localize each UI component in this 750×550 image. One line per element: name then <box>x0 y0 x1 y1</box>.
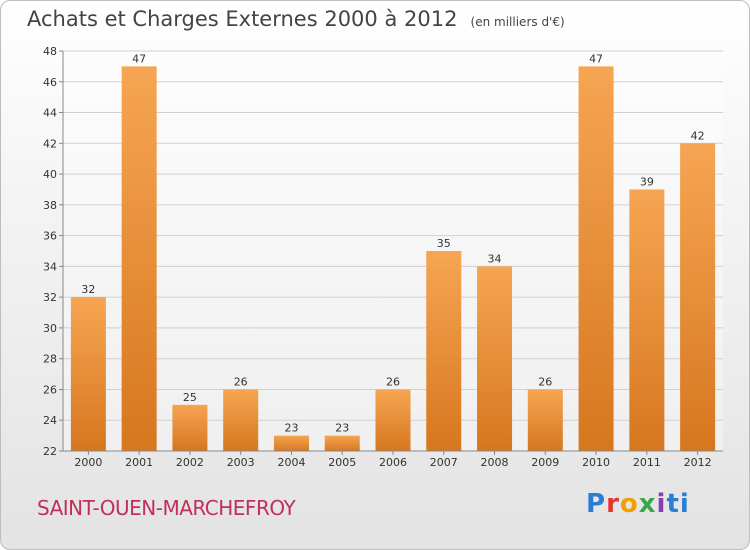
x-tick-label: 2010 <box>582 456 610 469</box>
bar <box>223 389 259 451</box>
y-tick-label: 42 <box>43 137 57 150</box>
data-label: 47 <box>132 52 146 65</box>
data-label: 26 <box>234 375 248 388</box>
bar <box>273 435 309 451</box>
y-tick-label: 24 <box>43 414 57 427</box>
data-label: 23 <box>335 422 349 435</box>
data-label: 25 <box>183 391 197 404</box>
y-tick-label: 46 <box>43 76 57 89</box>
x-tick-label: 2008 <box>481 456 509 469</box>
data-label: 32 <box>81 283 95 296</box>
y-tick-label: 48 <box>43 45 57 58</box>
data-label: 39 <box>640 175 654 188</box>
logo-letter: o <box>619 489 639 519</box>
bar <box>324 435 360 451</box>
data-label: 23 <box>284 422 298 435</box>
x-tick-label: 2012 <box>684 456 712 469</box>
data-label: 47 <box>589 52 603 65</box>
commune-name: SAINT-OUEN-MARCHEFROY <box>37 496 296 520</box>
x-tick-label: 2006 <box>379 456 407 469</box>
x-tick-label: 2001 <box>125 456 153 469</box>
y-tick-label: 32 <box>43 291 57 304</box>
bar <box>629 189 665 451</box>
bar <box>70 297 106 451</box>
chart-unit: (en milliers d'€) <box>470 15 565 29</box>
x-tick-label: 2007 <box>430 456 458 469</box>
bar <box>578 66 614 451</box>
chart-title: Achats et Charges Externes 2000 à 2012 (… <box>27 7 565 31</box>
x-tick-label: 2011 <box>633 456 661 469</box>
y-tick-label: 40 <box>43 168 57 181</box>
logo-letter: ti <box>666 489 690 519</box>
logo-letter: r <box>606 489 620 519</box>
logo-letter: P <box>586 489 607 519</box>
proxiti-logo: Proxiti <box>586 489 690 519</box>
data-label: 35 <box>437 237 451 250</box>
bar <box>477 266 513 451</box>
bar <box>172 404 208 451</box>
y-tick-label: 34 <box>43 260 57 273</box>
x-tick-label: 2009 <box>531 456 559 469</box>
data-label: 26 <box>538 375 552 388</box>
bar <box>680 143 716 452</box>
x-tick-label: 2004 <box>277 456 305 469</box>
y-tick-label: 36 <box>43 230 57 243</box>
logo-letter: i <box>656 489 667 519</box>
bar <box>121 66 157 451</box>
bar <box>527 389 563 451</box>
logo-letter: x <box>638 489 657 519</box>
bar <box>426 251 462 451</box>
x-tick-label: 2003 <box>227 456 255 469</box>
y-tick-label: 22 <box>43 445 57 458</box>
data-label: 34 <box>488 252 502 265</box>
bar <box>375 389 411 451</box>
x-tick-label: 2000 <box>74 456 102 469</box>
x-tick-label: 2005 <box>328 456 356 469</box>
data-label: 26 <box>386 375 400 388</box>
chart-title-text: Achats et Charges Externes 2000 à 2012 <box>27 7 458 31</box>
y-tick-label: 30 <box>43 322 57 335</box>
data-label: 42 <box>691 129 705 142</box>
y-tick-label: 26 <box>43 383 57 396</box>
y-tick-label: 28 <box>43 353 57 366</box>
x-tick-label: 2002 <box>176 456 204 469</box>
y-tick-label: 44 <box>43 107 57 120</box>
y-tick-label: 38 <box>43 199 57 212</box>
